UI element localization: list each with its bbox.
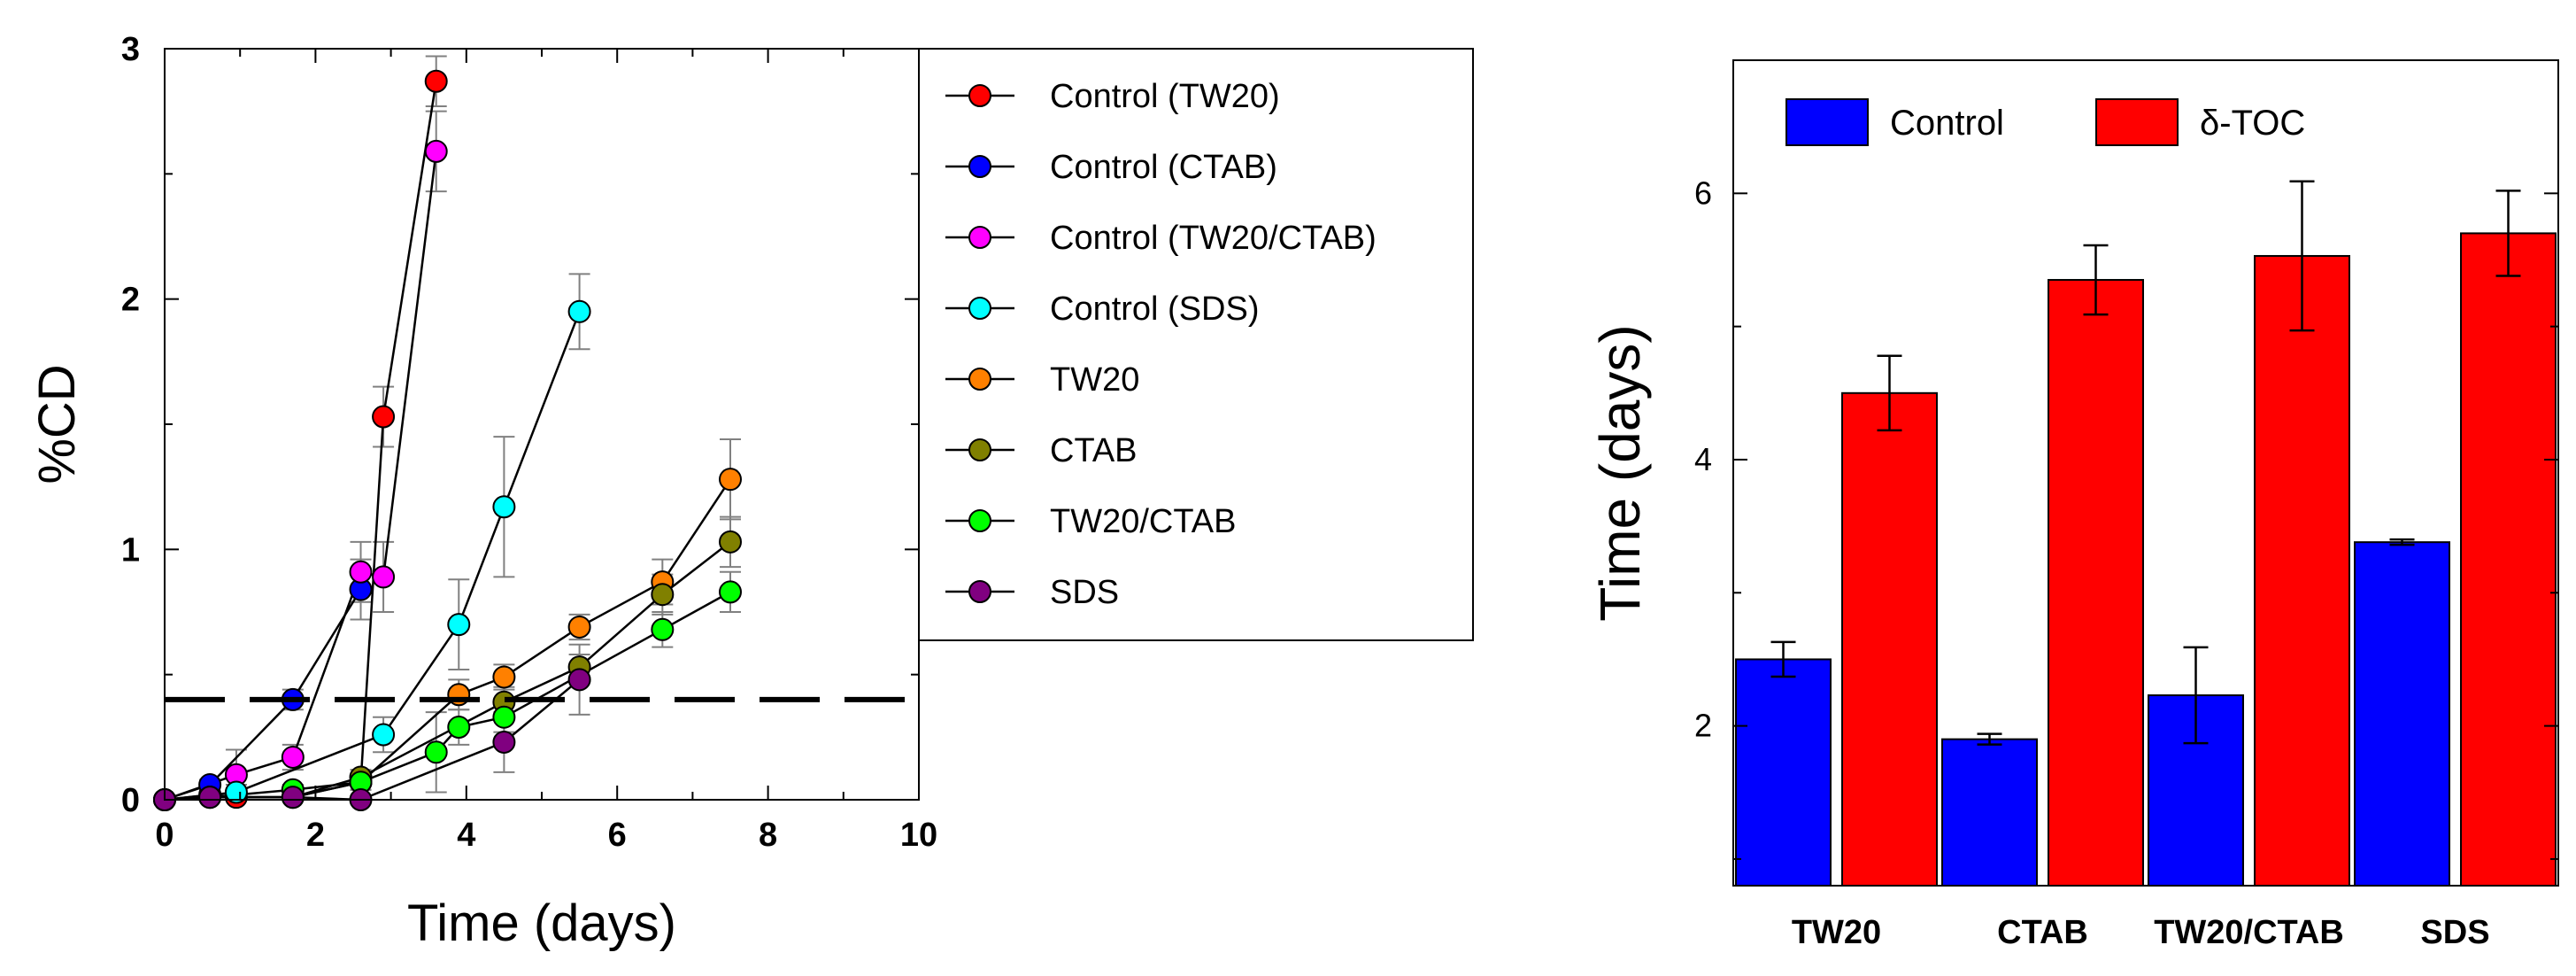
y-tick-label: 6 — [1694, 174, 1712, 211]
legend-marker — [968, 580, 991, 603]
data-point — [719, 468, 742, 492]
legend-marker — [968, 509, 991, 532]
data-point — [281, 786, 305, 809]
data-point — [492, 495, 516, 519]
bar-chart-axes: 2 4 6 TW20 CTAB TW20/CTAB SDS — [1694, 59, 2558, 951]
x-tick-label: 4 — [457, 817, 475, 854]
legend-label: Control (TW20/CTAB) — [1050, 220, 1377, 257]
bar — [2048, 279, 2144, 887]
data-point — [567, 668, 591, 692]
data-point — [447, 716, 471, 740]
bar — [2460, 232, 2557, 887]
data-point — [492, 730, 516, 754]
data-point — [651, 583, 675, 607]
data-point — [198, 786, 222, 809]
legend: Control δ-TOC — [1785, 98, 2305, 146]
y-tick-label: 3 — [121, 31, 140, 68]
legend-box — [918, 48, 1474, 641]
category-label: TW20 — [1792, 914, 1881, 951]
data-point — [719, 530, 742, 554]
y-tick-label: 4 — [1694, 441, 1712, 477]
legend-marker — [968, 297, 991, 320]
legend-label: SDS — [1050, 574, 1119, 611]
line-chart-data-layer — [153, 55, 742, 811]
y-tick-label: 2 — [1694, 708, 1712, 744]
category-label: TW20/CTAB — [2154, 914, 2344, 951]
x-tick-label: 2 — [306, 817, 325, 854]
legend-label: CTAB — [1050, 432, 1138, 469]
bar — [2254, 254, 2350, 887]
legend-label: Control (TW20) — [1050, 78, 1280, 115]
legend-label: TW20/CTAB — [1050, 503, 1236, 540]
line-chart-axes: 0 2 4 6 8 10 0 1 2 3 — [121, 31, 937, 854]
bar — [1841, 391, 1938, 887]
legend-swatch — [1785, 98, 1869, 146]
data-point — [424, 139, 448, 163]
data-point — [372, 723, 396, 747]
y-tick-label: 0 — [121, 782, 140, 819]
legend-marker — [968, 438, 991, 461]
data-point — [492, 705, 516, 729]
data-point — [281, 745, 305, 769]
x-tick-label: 8 — [759, 817, 777, 854]
legend-label: Control — [1890, 104, 2004, 143]
y-tick-label: 2 — [121, 282, 140, 319]
series-line — [164, 311, 581, 802]
y-axis-label: %CD — [28, 364, 86, 484]
bar-chart: 2 4 6 TW20 CTAB TW20/CTAB SDS Time (days) Cont… — [1588, 59, 2559, 951]
data-point — [349, 560, 373, 584]
legend-marker — [968, 226, 991, 249]
data-point — [224, 780, 248, 804]
bar-chart-data-layer — [1735, 180, 2557, 887]
series-line — [164, 540, 731, 802]
legend-label: δ-TOC — [2200, 104, 2305, 143]
legend-swatch — [2095, 98, 2179, 146]
category-label: CTAB — [1997, 914, 2088, 951]
data-point — [567, 299, 591, 323]
x-tick-label: 0 — [155, 817, 174, 854]
x-tick-label: 10 — [900, 817, 937, 854]
data-point — [372, 405, 396, 429]
legend-label: Control (CTAB) — [1050, 149, 1277, 186]
data-point — [424, 740, 448, 764]
legend-marker — [968, 84, 991, 107]
data-point — [719, 580, 742, 604]
y-tick-label: 1 — [121, 531, 140, 569]
line-chart: 0 2 4 6 8 10 0 1 2 3 Time (days) %CD Control (TW2… — [28, 31, 1474, 952]
series-line — [164, 151, 437, 802]
x-axis-label: Time (days) — [407, 895, 676, 952]
category-label: SDS — [2420, 914, 2489, 951]
legend-label: Control (SDS) — [1050, 290, 1260, 328]
plot-frame — [1732, 59, 2559, 887]
data-point — [651, 617, 675, 641]
data-point — [492, 665, 516, 689]
series-line — [164, 588, 362, 802]
legend: Control (TW20) Control (CTAB) Control (TW2… — [918, 48, 1474, 641]
legend-marker — [968, 368, 991, 391]
bar — [1941, 738, 2038, 887]
bar — [2354, 541, 2450, 887]
y-axis-label: Time (days) — [1588, 324, 1652, 621]
bar — [1735, 658, 1832, 887]
legend-marker — [968, 155, 991, 178]
data-point — [447, 613, 471, 637]
data-point — [372, 565, 396, 589]
x-tick-label: 6 — [608, 817, 627, 854]
data-point — [567, 615, 591, 639]
legend-label: TW20 — [1050, 361, 1139, 399]
plot-frame — [164, 48, 920, 801]
data-point — [424, 69, 448, 93]
